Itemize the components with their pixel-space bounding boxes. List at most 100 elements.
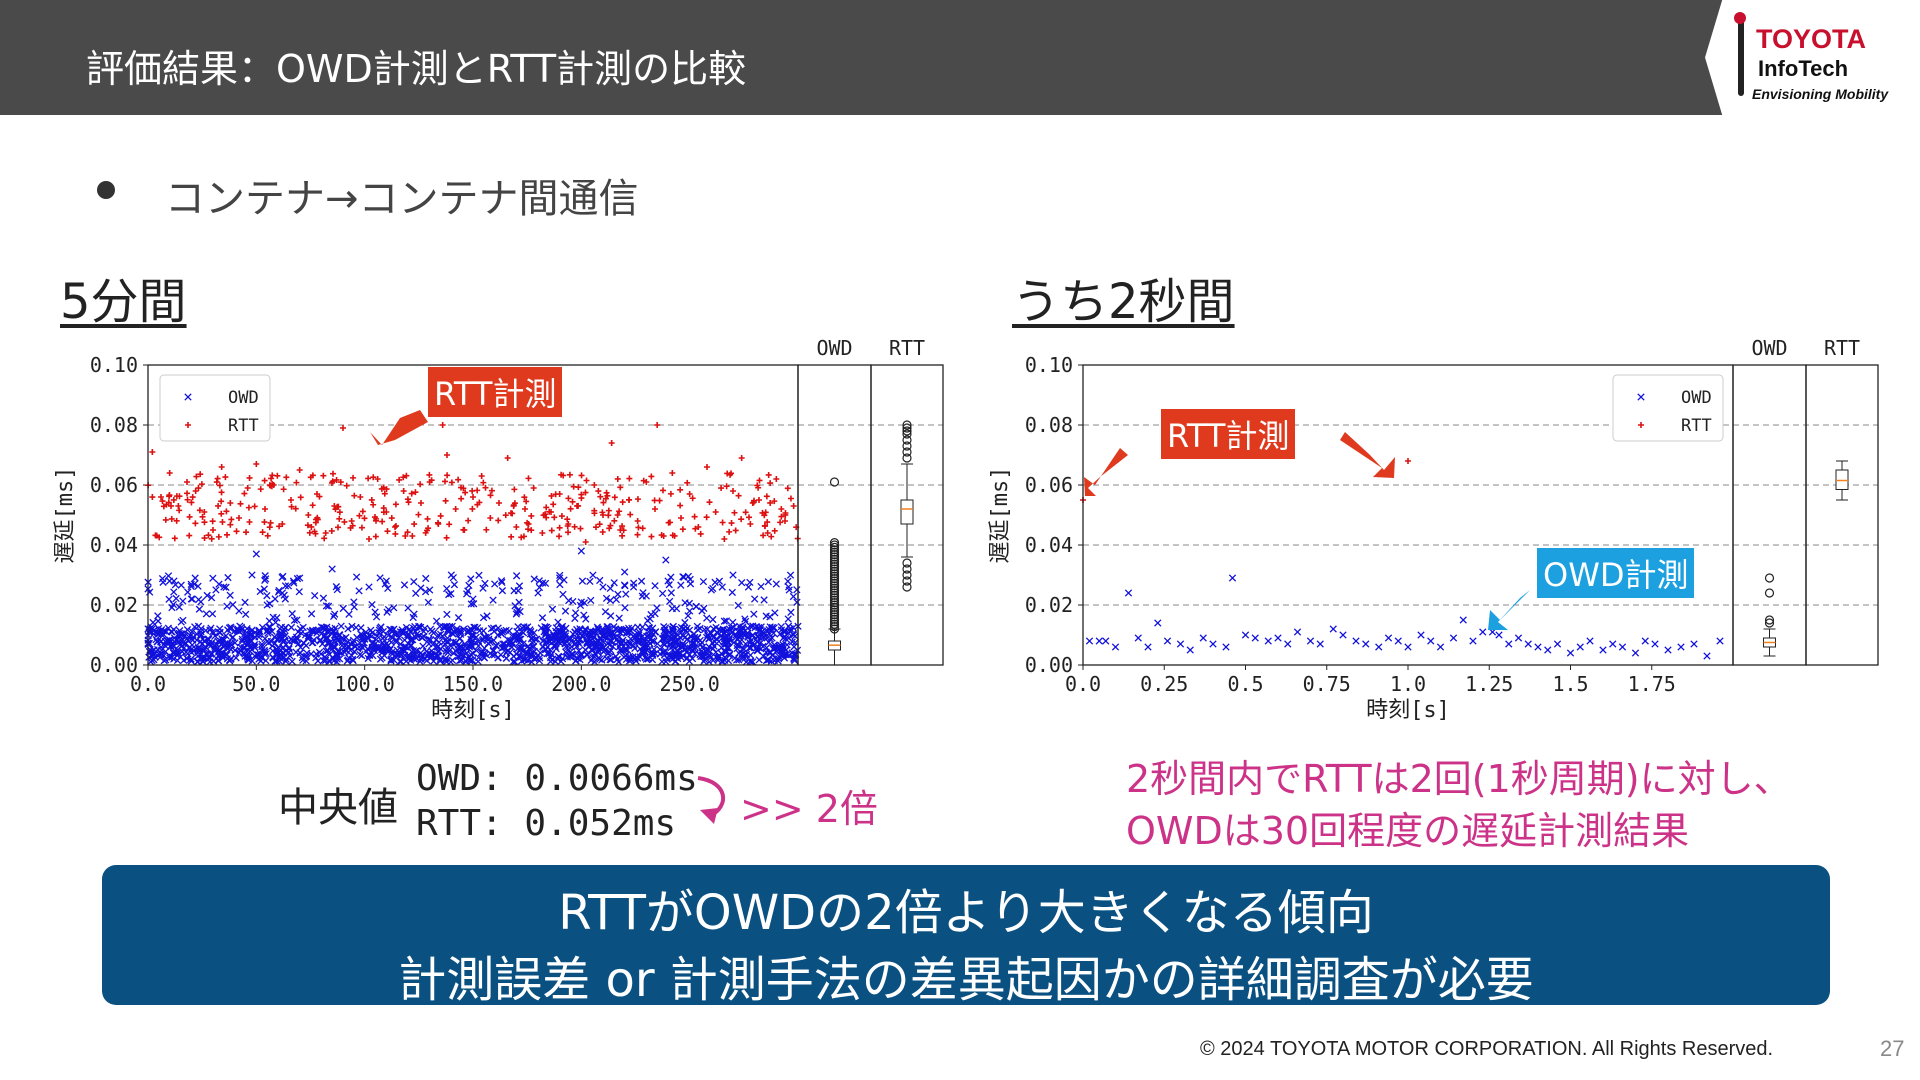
owd-point — [447, 571, 455, 579]
owd-point — [515, 632, 523, 640]
owd-point — [524, 623, 532, 631]
owd-point — [619, 636, 627, 644]
owd-point — [160, 651, 168, 660]
owd-point — [384, 605, 393, 614]
owd-point — [739, 630, 748, 638]
owd-point — [184, 636, 192, 644]
owd-point — [371, 608, 379, 616]
owd-point — [653, 604, 661, 612]
owd-point — [595, 655, 604, 663]
y-tick-label: 0.10 — [90, 353, 138, 377]
rtt-point — [227, 500, 234, 506]
owd-point — [671, 657, 679, 666]
owd-point — [580, 611, 588, 619]
owd-point — [288, 657, 296, 666]
owd-point — [333, 652, 341, 660]
owd-point — [194, 595, 203, 604]
owd-point — [772, 580, 780, 588]
owd-point — [398, 646, 407, 654]
owd-point — [314, 626, 323, 634]
owd-point — [685, 599, 694, 608]
owd-point — [161, 641, 169, 650]
curved-arrow-icon — [697, 776, 726, 824]
owd-point — [746, 639, 754, 647]
owd-point — [467, 600, 475, 608]
owd-point — [440, 624, 449, 632]
owd-point — [426, 636, 435, 644]
y-tick-label: 0.06 — [90, 473, 138, 497]
owd-point — [709, 615, 717, 624]
owd-point — [589, 571, 597, 579]
owd-point — [301, 631, 310, 639]
owd-point — [793, 586, 801, 594]
owd-point — [429, 629, 438, 637]
owd-point — [158, 574, 167, 583]
owd-point — [481, 579, 489, 588]
x-axis-label: 時刻[s] — [431, 698, 515, 723]
owd-point — [667, 573, 675, 581]
owd-point — [350, 598, 358, 606]
owd-point — [344, 638, 352, 646]
owd-point — [179, 597, 187, 605]
owd-point — [330, 612, 338, 620]
owd-point — [396, 628, 405, 636]
owd-point — [212, 586, 220, 594]
owd-point — [483, 612, 491, 620]
owd-point — [154, 612, 162, 620]
owd-point — [582, 615, 590, 623]
owd-point — [261, 576, 269, 585]
owd-point — [793, 598, 801, 606]
owd-point — [750, 610, 758, 618]
owd-point — [716, 626, 724, 634]
owd-point — [560, 576, 568, 584]
owd-point — [155, 627, 164, 635]
owd-point — [419, 642, 427, 650]
owd-point — [673, 630, 681, 638]
owd-point — [545, 636, 553, 645]
owd-point — [274, 643, 282, 652]
owd-point — [557, 635, 566, 643]
arrow-icon — [1340, 432, 1395, 478]
owd-point — [762, 644, 771, 652]
owd-point — [264, 626, 272, 634]
owd-point — [651, 582, 659, 590]
owd-point — [400, 581, 409, 589]
owd-point — [536, 654, 544, 662]
owd-point — [571, 609, 580, 617]
owd-point — [611, 625, 620, 633]
owd-point — [523, 651, 531, 659]
owd-point — [243, 653, 252, 661]
owd-point — [634, 623, 642, 631]
owd-point — [610, 579, 618, 587]
owd-point — [734, 627, 743, 635]
owd-point — [276, 654, 284, 662]
owd-point — [414, 632, 422, 641]
owd-point — [527, 627, 535, 636]
owd-point — [465, 581, 473, 590]
owd-point — [582, 650, 591, 659]
owd-point — [388, 650, 396, 658]
owd-point — [364, 645, 372, 653]
owd-point — [255, 630, 263, 639]
owd-point — [566, 634, 575, 642]
owd-point — [424, 598, 432, 607]
owd-point — [382, 577, 390, 585]
owd-point — [642, 643, 651, 651]
owd-point — [247, 627, 256, 635]
owd-point — [539, 642, 547, 651]
owd-point — [535, 583, 544, 592]
owd-point — [677, 581, 685, 589]
owd-point — [462, 649, 471, 657]
owd-point — [256, 587, 264, 596]
owd-point — [194, 652, 202, 660]
owd-point — [390, 625, 398, 633]
owd-point — [660, 623, 668, 631]
owd-point — [170, 588, 178, 596]
owd-point — [444, 626, 452, 635]
owd-point — [235, 607, 243, 615]
owd-point — [267, 637, 275, 646]
owd-point — [447, 590, 455, 598]
conclusion-line-2: 計測誤差 or 計測手法の差異起因かの詳細調査が必要 — [398, 952, 1534, 1008]
owd-point — [420, 632, 428, 641]
owd-point — [658, 589, 667, 598]
